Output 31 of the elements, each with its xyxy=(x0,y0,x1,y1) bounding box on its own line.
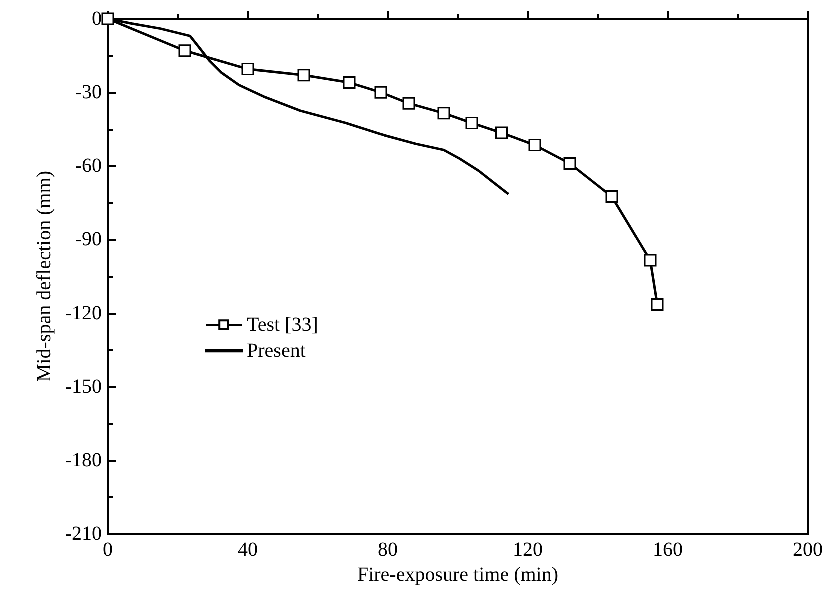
point xyxy=(374,86,388,99)
point xyxy=(402,97,416,110)
y-axis-title: Mid-span deflection (mm) xyxy=(33,170,56,382)
y-tick-label: 0 xyxy=(92,8,102,30)
point xyxy=(298,69,310,82)
point xyxy=(528,139,542,152)
legend-label: Present xyxy=(247,340,306,362)
point xyxy=(242,63,254,76)
point xyxy=(651,298,664,311)
x-tick-label: 80 xyxy=(378,539,398,561)
x-tick-label: 160 xyxy=(653,539,683,561)
point xyxy=(644,254,657,267)
x-tick-label: 200 xyxy=(793,539,823,561)
point xyxy=(496,126,508,140)
y-tick-label: -210 xyxy=(65,523,102,545)
point xyxy=(178,44,192,58)
point xyxy=(606,190,618,204)
y-tick-label: -150 xyxy=(65,376,102,398)
point xyxy=(564,157,576,170)
point xyxy=(438,107,450,120)
point xyxy=(343,76,356,90)
y-tick-label: -30 xyxy=(75,82,102,104)
legend-label: Test [33] xyxy=(247,314,318,336)
y-tick-label: -60 xyxy=(75,155,102,178)
y-tick-label: -180 xyxy=(65,449,102,472)
x-tick-label: 40 xyxy=(238,539,258,561)
y-tick-label: -120 xyxy=(65,302,102,324)
x-axis-title: Fire-exposure time (min) xyxy=(357,564,559,586)
x-tick-label: 120 xyxy=(513,539,543,561)
point xyxy=(466,116,478,130)
y-tick-label: -90 xyxy=(75,228,102,251)
